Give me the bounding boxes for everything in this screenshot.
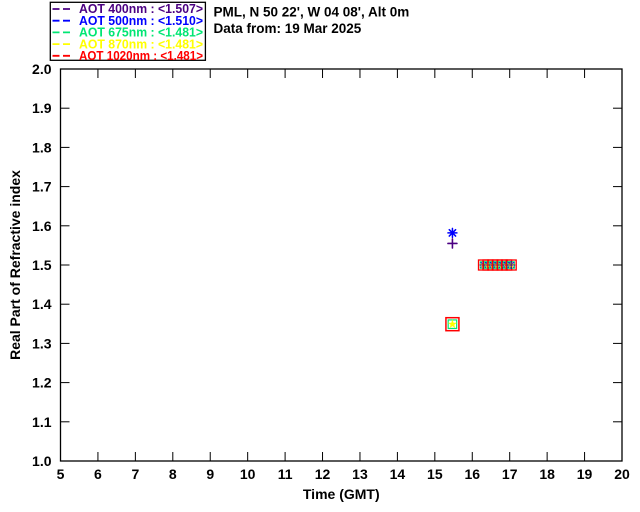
svg-text:11: 11	[278, 466, 293, 482]
svg-text:1.7: 1.7	[32, 179, 52, 195]
svg-text:1.6: 1.6	[32, 218, 52, 234]
svg-text:1.1: 1.1	[32, 414, 52, 430]
svg-text:1.2: 1.2	[32, 375, 52, 391]
svg-text:2.0: 2.0	[32, 61, 52, 77]
svg-text:9: 9	[206, 466, 214, 482]
svg-text:17: 17	[502, 466, 518, 482]
svg-text:Real Part of Refractive index: Real Part of Refractive index	[7, 170, 23, 360]
svg-text:16: 16	[464, 466, 480, 482]
svg-text:1.0: 1.0	[32, 453, 52, 469]
svg-text:13: 13	[352, 466, 368, 482]
svg-text:14: 14	[390, 466, 406, 482]
svg-text:6: 6	[94, 466, 102, 482]
svg-text:12: 12	[315, 466, 331, 482]
svg-text:15: 15	[427, 466, 443, 482]
svg-text:1.3: 1.3	[32, 335, 52, 351]
svg-text:7: 7	[131, 466, 139, 482]
svg-text:Time (GMT): Time (GMT)	[303, 486, 380, 502]
svg-text:1.8: 1.8	[32, 139, 52, 155]
svg-text:10: 10	[240, 466, 256, 482]
svg-text:AOT 1020nm : <1.481>: AOT 1020nm : <1.481>	[79, 49, 203, 63]
svg-text:1.5: 1.5	[32, 257, 52, 273]
svg-text:18: 18	[539, 466, 555, 482]
svg-text:20: 20	[614, 466, 630, 482]
svg-text:1.9: 1.9	[32, 100, 52, 116]
svg-text:5: 5	[57, 466, 65, 482]
svg-text:19: 19	[577, 466, 593, 482]
svg-text:Data from: 19 Mar 2025: Data from: 19 Mar 2025	[214, 21, 362, 36]
svg-text:1.4: 1.4	[32, 296, 52, 312]
svg-text:PML, N 50 22', W 04 08', Alt 0: PML, N 50 22', W 04 08', Alt 0m	[214, 5, 410, 20]
svg-text:8: 8	[169, 466, 177, 482]
